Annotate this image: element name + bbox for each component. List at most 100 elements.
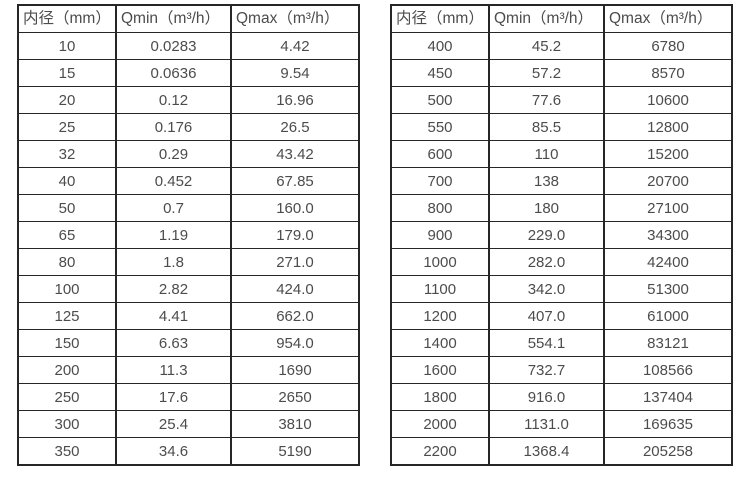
cell-qmax: 27100 bbox=[603, 194, 733, 222]
cell-qmin: 554.1 bbox=[488, 329, 605, 357]
cell-qmax: 9.54 bbox=[230, 59, 360, 87]
table-row: 500 77.6 10600 bbox=[390, 86, 733, 114]
cell-qmin: 0.7 bbox=[115, 194, 232, 222]
cell-qmin: 4.41 bbox=[115, 302, 232, 330]
table-row: 80 1.8 271.0 bbox=[17, 248, 360, 276]
cell-qmax: 42400 bbox=[603, 248, 733, 276]
cell-qmax: 12800 bbox=[603, 113, 733, 141]
cell-qmax: 43.42 bbox=[230, 140, 360, 168]
table-row: 65 1.19 179.0 bbox=[17, 221, 360, 249]
cell-qmax: 954.0 bbox=[230, 329, 360, 357]
cell-diameter: 1200 bbox=[390, 302, 490, 330]
table-row: 150 6.63 954.0 bbox=[17, 329, 360, 357]
cell-diameter: 1600 bbox=[390, 356, 490, 384]
cell-qmin: 1131.0 bbox=[488, 410, 605, 438]
cell-qmax: 83121 bbox=[603, 329, 733, 357]
cell-qmax: 3810 bbox=[230, 410, 360, 438]
cell-qmin: 77.6 bbox=[488, 86, 605, 114]
cell-diameter: 15 bbox=[17, 59, 117, 87]
cell-diameter: 450 bbox=[390, 59, 490, 87]
cell-diameter: 1000 bbox=[390, 248, 490, 276]
cell-diameter: 2200 bbox=[390, 437, 490, 466]
cell-qmax: 137404 bbox=[603, 383, 733, 411]
header-row: 内径（mm） Qmin（m³/h） Qmax（m³/h） bbox=[17, 4, 360, 33]
cell-qmax: 20700 bbox=[603, 167, 733, 195]
table-head: 内径（mm） Qmin（m³/h） Qmax（m³/h） bbox=[390, 4, 733, 33]
cell-qmax: 8570 bbox=[603, 59, 733, 87]
table-row: 2000 1131.0 169635 bbox=[390, 410, 733, 438]
cell-qmin: 0.0283 bbox=[115, 32, 232, 60]
cell-diameter: 40 bbox=[17, 167, 117, 195]
cell-diameter: 600 bbox=[390, 140, 490, 168]
table-row: 125 4.41 662.0 bbox=[17, 302, 360, 330]
cell-qmin: 6.63 bbox=[115, 329, 232, 357]
cell-qmin: 11.3 bbox=[115, 356, 232, 384]
table-row: 10 0.0283 4.42 bbox=[17, 32, 360, 60]
cell-qmin: 342.0 bbox=[488, 275, 605, 303]
cell-diameter: 20 bbox=[17, 86, 117, 114]
cell-qmax: 61000 bbox=[603, 302, 733, 330]
cell-diameter: 125 bbox=[17, 302, 117, 330]
cell-qmax: 15200 bbox=[603, 140, 733, 168]
table-row: 300 25.4 3810 bbox=[17, 410, 360, 438]
cell-diameter: 800 bbox=[390, 194, 490, 222]
cell-qmax: 424.0 bbox=[230, 275, 360, 303]
cell-qmax: 108566 bbox=[603, 356, 733, 384]
cell-qmin: 180 bbox=[488, 194, 605, 222]
cell-qmax: 6780 bbox=[603, 32, 733, 60]
table-row: 250 17.6 2650 bbox=[17, 383, 360, 411]
table-body: 10 0.0283 4.42 15 0.0636 9.54 20 0.12 16.96 25 0.1… bbox=[17, 32, 360, 466]
header-qmin: Qmin（m³/h） bbox=[115, 4, 232, 33]
table-row: 350 34.6 5190 bbox=[17, 437, 360, 466]
table-row: 32 0.29 43.42 bbox=[17, 140, 360, 168]
cell-qmin: 916.0 bbox=[488, 383, 605, 411]
cell-qmax: 34300 bbox=[603, 221, 733, 249]
cell-qmin: 25.4 bbox=[115, 410, 232, 438]
cell-qmax: 662.0 bbox=[230, 302, 360, 330]
table-row: 25 0.176 26.5 bbox=[17, 113, 360, 141]
cell-diameter: 1800 bbox=[390, 383, 490, 411]
cell-qmax: 179.0 bbox=[230, 221, 360, 249]
cell-diameter: 300 bbox=[17, 410, 117, 438]
table-row: 200 11.3 1690 bbox=[17, 356, 360, 384]
table-body: 400 45.2 6780 450 57.2 8570 500 77.6 10600 550 85.… bbox=[390, 32, 733, 466]
cell-qmin: 85.5 bbox=[488, 113, 605, 141]
cell-qmin: 57.2 bbox=[488, 59, 605, 87]
cell-qmax: 4.42 bbox=[230, 32, 360, 60]
cell-qmin: 34.6 bbox=[115, 437, 232, 466]
cell-qmax: 10600 bbox=[603, 86, 733, 114]
cell-qmax: 5190 bbox=[230, 437, 360, 466]
cell-diameter: 80 bbox=[17, 248, 117, 276]
cell-diameter: 350 bbox=[17, 437, 117, 466]
table-row: 2200 1368.4 205258 bbox=[390, 437, 733, 466]
table-row: 600 110 15200 bbox=[390, 140, 733, 168]
cell-qmax: 2650 bbox=[230, 383, 360, 411]
cell-qmin: 1368.4 bbox=[488, 437, 605, 466]
cell-qmax: 1690 bbox=[230, 356, 360, 384]
cell-diameter: 65 bbox=[17, 221, 117, 249]
cell-diameter: 10 bbox=[17, 32, 117, 60]
cell-qmin: 0.0636 bbox=[115, 59, 232, 87]
cell-qmin: 1.8 bbox=[115, 248, 232, 276]
table-row: 1000 282.0 42400 bbox=[390, 248, 733, 276]
flow-table-large-diameters: 内径（mm） Qmin（m³/h） Qmax（m³/h） 400 45.2 6780 45… bbox=[390, 4, 733, 466]
header-diameter: 内径（mm） bbox=[390, 4, 490, 33]
cell-diameter: 550 bbox=[390, 113, 490, 141]
table-row: 50 0.7 160.0 bbox=[17, 194, 360, 222]
table-row: 400 45.2 6780 bbox=[390, 32, 733, 60]
cell-qmin: 282.0 bbox=[488, 248, 605, 276]
cell-qmax: 16.96 bbox=[230, 86, 360, 114]
cell-qmin: 138 bbox=[488, 167, 605, 195]
cell-diameter: 1400 bbox=[390, 329, 490, 357]
header-qmax: Qmax（m³/h） bbox=[230, 4, 360, 33]
cell-qmin: 1.19 bbox=[115, 221, 232, 249]
cell-diameter: 400 bbox=[390, 32, 490, 60]
cell-diameter: 25 bbox=[17, 113, 117, 141]
table-row: 450 57.2 8570 bbox=[390, 59, 733, 87]
header-qmax: Qmax（m³/h） bbox=[603, 4, 733, 33]
table-row: 1400 554.1 83121 bbox=[390, 329, 733, 357]
table-row: 100 2.82 424.0 bbox=[17, 275, 360, 303]
cell-qmax: 160.0 bbox=[230, 194, 360, 222]
cell-qmin: 17.6 bbox=[115, 383, 232, 411]
header-diameter: 内径（mm） bbox=[17, 4, 117, 33]
